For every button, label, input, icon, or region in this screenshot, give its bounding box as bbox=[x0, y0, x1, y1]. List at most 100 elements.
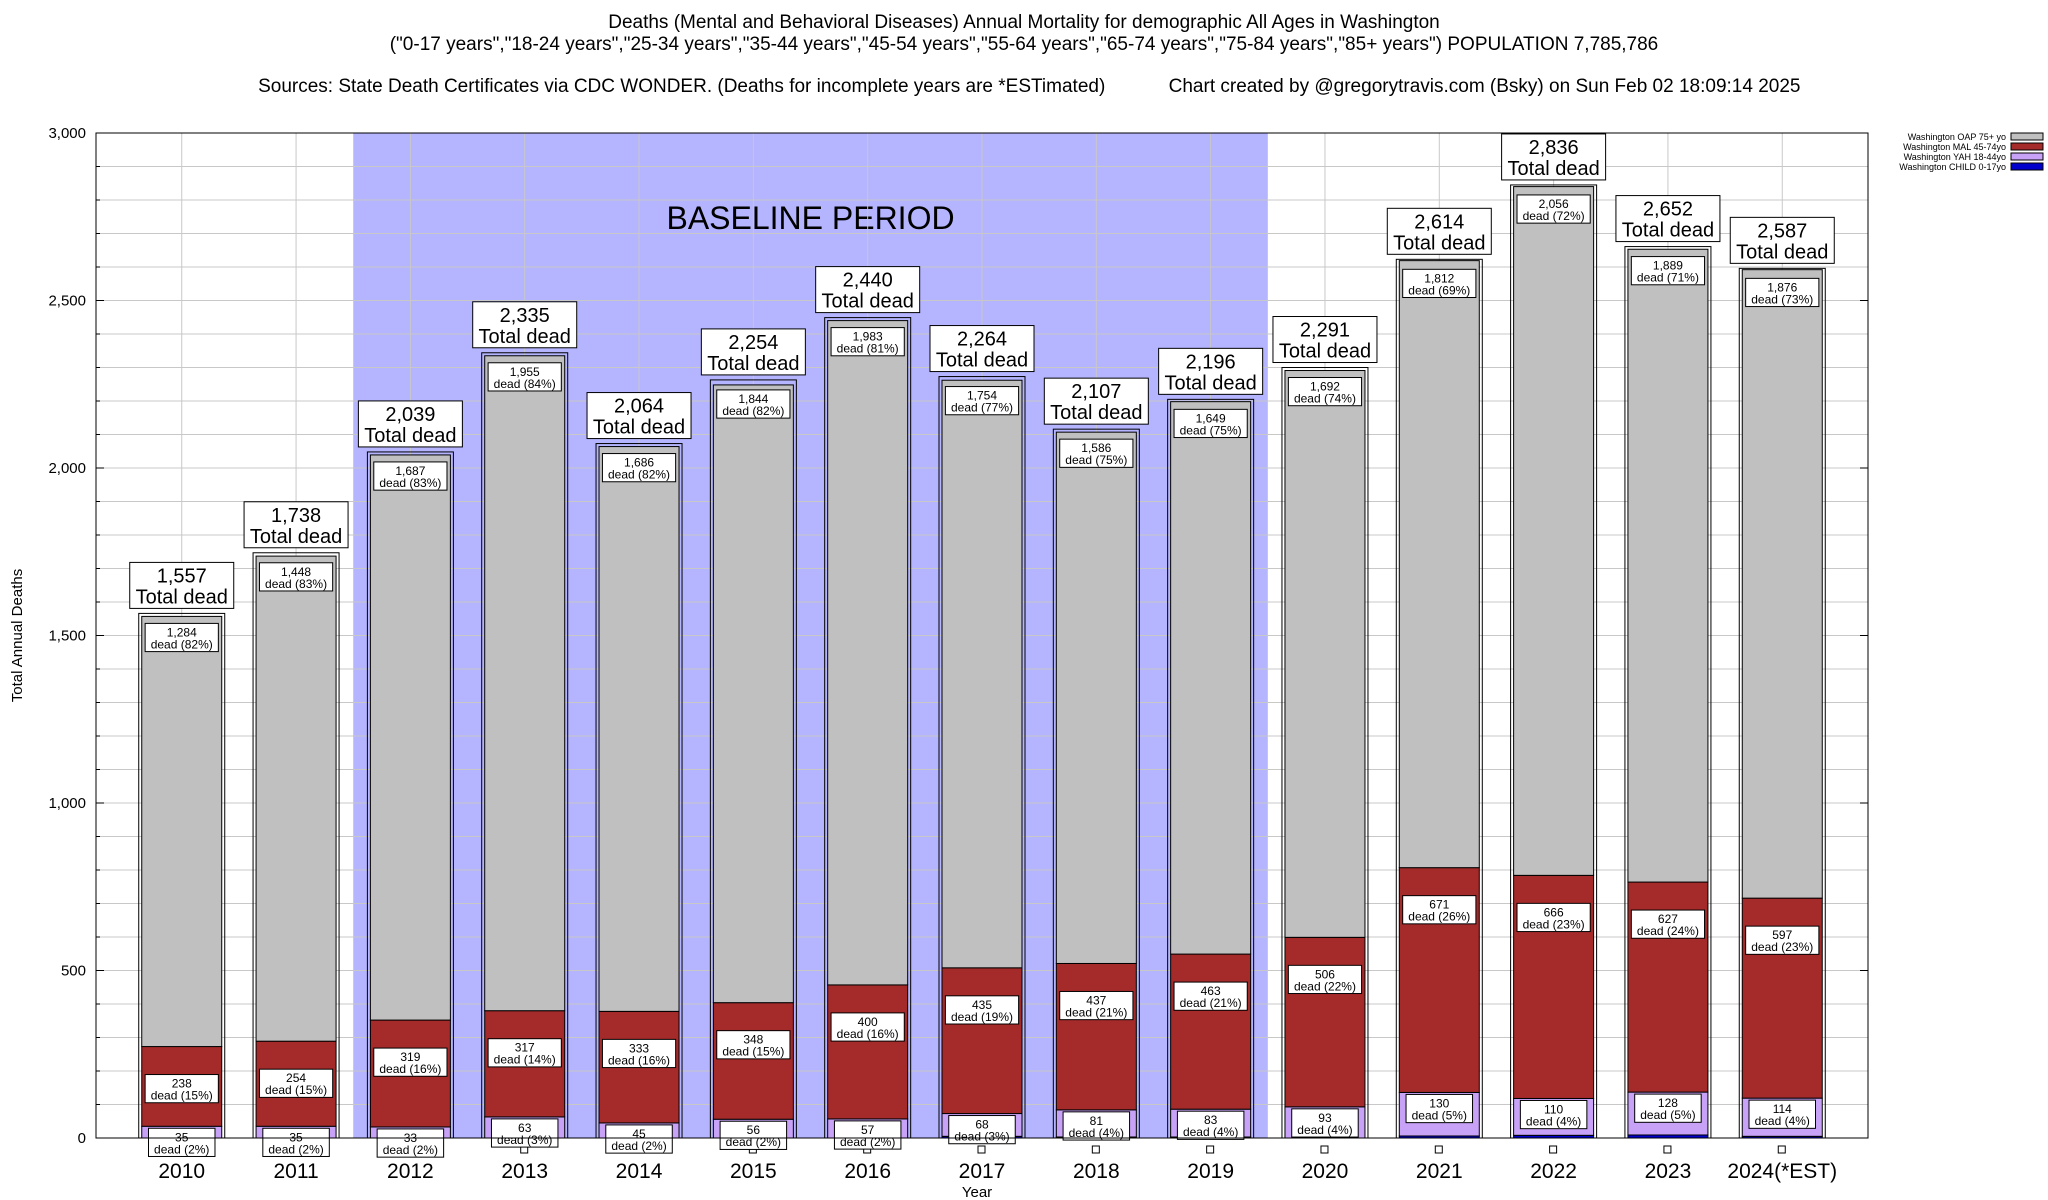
total-label-suffix: Total dead bbox=[364, 425, 456, 447]
total-label-suffix: Total dead bbox=[1279, 341, 1371, 363]
yah-label-box bbox=[605, 1124, 673, 1154]
mal-label-box bbox=[487, 1038, 562, 1068]
mal-label-box bbox=[1287, 964, 1363, 995]
yah-label-percent: dead (2%) bbox=[726, 1135, 781, 1149]
y-axis-label: Total Annual Deaths bbox=[9, 569, 26, 702]
oap-label-percent: dead (75%) bbox=[1065, 453, 1127, 467]
bar-segment bbox=[255, 555, 337, 1042]
oap-label-box bbox=[373, 461, 448, 491]
y-tick-label: 2,000 bbox=[48, 460, 86, 477]
oap-label-percent: dead (81%) bbox=[837, 342, 899, 356]
y-tick-label: 2,500 bbox=[48, 293, 86, 310]
child-marker bbox=[1663, 1145, 1672, 1154]
total-label-value: 1,738 bbox=[271, 505, 321, 527]
mal-label-box bbox=[830, 1012, 905, 1042]
bar-segment bbox=[712, 384, 794, 1004]
total-label-value: 2,291 bbox=[1300, 320, 1350, 342]
total-label-suffix: Total dead bbox=[936, 350, 1028, 372]
total-label-box bbox=[1272, 316, 1378, 364]
mal-label-percent: dead (14%) bbox=[494, 1053, 556, 1067]
oap-label-value: 1,284 bbox=[167, 625, 197, 639]
total-label-box bbox=[129, 561, 235, 609]
oap-label-value: 1,686 bbox=[624, 456, 654, 470]
mal-label-value: 348 bbox=[743, 1033, 763, 1047]
child-marker bbox=[1091, 1145, 1100, 1154]
y-tick-label: 0 bbox=[78, 1130, 86, 1147]
chart-sources-line: Sources: State Death Certificates via CD… bbox=[0, 54, 2048, 98]
yah-label-value: 56 bbox=[747, 1123, 761, 1137]
oap-label-value: 1,586 bbox=[1081, 441, 1111, 455]
yah-label-percent: dead (3%) bbox=[954, 1130, 1009, 1144]
bar-segment bbox=[941, 379, 1023, 969]
yah-label-value: 35 bbox=[289, 1130, 303, 1144]
bar-segment bbox=[1398, 260, 1480, 869]
yah-label-percent: dead (4%) bbox=[1297, 1123, 1352, 1137]
oap-label-value: 1,955 bbox=[510, 365, 540, 379]
yah-label-box bbox=[1176, 1110, 1245, 1140]
total-label-suffix: Total dead bbox=[1507, 158, 1599, 180]
yah-label-value: 81 bbox=[1090, 1114, 1104, 1128]
mal-label-percent: dead (15%) bbox=[265, 1083, 327, 1097]
oap-label-box bbox=[487, 362, 562, 392]
x-tick-label: 2014 bbox=[616, 1160, 663, 1183]
yah-label-value: 57 bbox=[861, 1123, 875, 1137]
bar-segment bbox=[1170, 953, 1252, 1110]
y-tick-label: 3,000 bbox=[48, 125, 86, 142]
yah-label-box bbox=[1291, 1108, 1359, 1138]
total-label-box bbox=[815, 266, 921, 314]
yah-label-box bbox=[490, 1118, 559, 1148]
y-tick-label: 1,500 bbox=[48, 628, 86, 645]
oap-label-percent: dead (77%) bbox=[951, 401, 1013, 415]
oap-label-percent: dead (83%) bbox=[265, 577, 327, 591]
bar-segment bbox=[827, 984, 909, 1120]
oap-label-box bbox=[1173, 408, 1248, 439]
oap-label-value: 1,754 bbox=[967, 389, 997, 403]
mal-label-box bbox=[1059, 990, 1134, 1021]
bar-segment bbox=[827, 320, 909, 986]
mal-label-box bbox=[1516, 902, 1591, 933]
mal-label-box bbox=[373, 1047, 448, 1077]
oap-label-box bbox=[1402, 268, 1477, 299]
y-tick-label: 500 bbox=[61, 963, 86, 980]
mal-label-percent: dead (16%) bbox=[837, 1027, 899, 1041]
oap-label-percent: dead (82%) bbox=[608, 468, 670, 482]
oap-label-percent: dead (84%) bbox=[494, 377, 556, 391]
yah-label-value: 114 bbox=[1773, 1102, 1792, 1116]
mal-label-percent: dead (15%) bbox=[151, 1089, 213, 1103]
yah-label-value: 110 bbox=[1544, 1102, 1563, 1116]
yah-label-value: 83 bbox=[1204, 1113, 1218, 1127]
yah-label-percent: dead (5%) bbox=[1412, 1108, 1467, 1122]
mal-label-percent: dead (15%) bbox=[722, 1045, 784, 1059]
bar-segment bbox=[712, 1002, 794, 1120]
total-label-suffix: Total dead bbox=[136, 586, 228, 608]
bar-segment bbox=[369, 454, 451, 1021]
yah-label-box bbox=[833, 1120, 902, 1150]
oap-label-percent: dead (71%) bbox=[1637, 271, 1699, 285]
yah-label-value: 35 bbox=[175, 1130, 189, 1144]
yah-label-box bbox=[376, 1128, 445, 1158]
total-label-value: 2,254 bbox=[728, 332, 778, 354]
total-label-suffix: Total dead bbox=[1736, 241, 1828, 263]
yah-label-box bbox=[948, 1115, 1016, 1145]
oap-label-box bbox=[1516, 194, 1591, 224]
total-label-suffix: Total dead bbox=[822, 291, 914, 313]
oap-label-value: 1,876 bbox=[1767, 280, 1797, 294]
x-tick-label: 2015 bbox=[730, 1160, 777, 1183]
yah-label-percent: dead (4%) bbox=[1526, 1114, 1581, 1128]
oap-label-value: 1,649 bbox=[1196, 411, 1226, 425]
total-label-value: 2,196 bbox=[1186, 351, 1236, 373]
yah-label-value: 130 bbox=[1429, 1096, 1449, 1110]
oap-label-value: 1,983 bbox=[853, 330, 883, 344]
yah-label-percent: dead (4%) bbox=[1069, 1126, 1124, 1140]
total-label-value: 2,264 bbox=[957, 329, 1007, 351]
total-label-box bbox=[586, 392, 692, 440]
oap-label-box bbox=[830, 327, 905, 357]
legend-swatch bbox=[2010, 132, 2044, 141]
mal-label-value: 254 bbox=[286, 1071, 306, 1085]
yah-label-percent: dead (2%) bbox=[383, 1143, 438, 1157]
x-tick-label: 2020 bbox=[1302, 1160, 1349, 1183]
total-label-value: 2,039 bbox=[385, 404, 435, 426]
bar-segment bbox=[1055, 962, 1137, 1111]
yah-label-box bbox=[148, 1127, 216, 1157]
oap-label-box bbox=[1059, 438, 1134, 468]
